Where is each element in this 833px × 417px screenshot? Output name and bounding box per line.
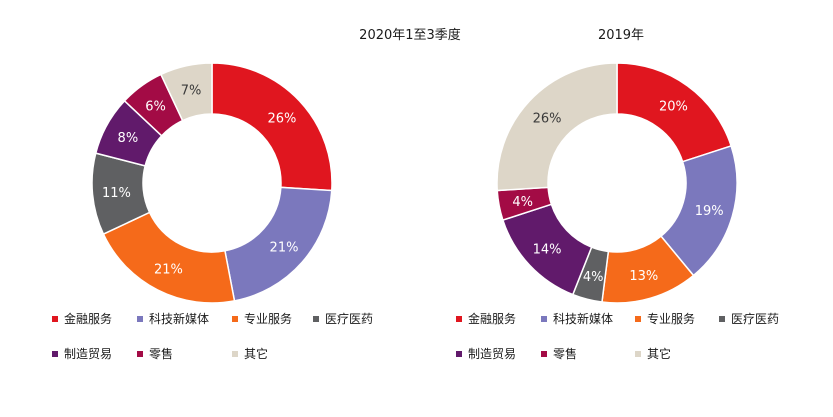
chart-panel-2019: 2019年 20% 19% 13% 4% 14% 4% 26% 金融服务 科技新媒体 专业服务医…: [416, 0, 832, 417]
data-label-5: 6%: [145, 99, 166, 114]
chart-title: 2020年1至3季度: [359, 28, 461, 43]
data-label-4: 14%: [533, 243, 562, 258]
data-label-2: 21%: [154, 263, 183, 278]
data-label-6: 7%: [181, 83, 202, 98]
data-label-1: 19%: [695, 204, 724, 219]
donut-slice-2: [102, 211, 236, 304]
data-label-3: 11%: [102, 186, 131, 201]
data-label-0: 20%: [659, 99, 688, 114]
data-label-2: 13%: [629, 269, 658, 284]
donut-slice-0: [211, 62, 333, 192]
chart-panel-2020: 2020年1至3季度 26% 21% 21% 11% 8% 6% 7% 金融服务 科技新媒体专…: [0, 0, 461, 417]
donut-chart-2019: 20% 19% 13% 4% 14% 4% 26%: [496, 62, 738, 304]
data-label-5: 4%: [512, 195, 533, 210]
data-label-0: 26%: [268, 111, 297, 126]
donut-slice-6: [159, 62, 213, 122]
donut-chart-2020: 26% 21% 21% 11% 8% 6% 7%: [91, 62, 333, 304]
data-label-3: 4%: [583, 270, 604, 285]
data-label-1: 21%: [270, 240, 299, 255]
data-label-4: 8%: [118, 131, 139, 146]
donut-slice-6: [496, 62, 618, 192]
chart-title: 2019年: [597, 28, 645, 43]
data-label-6: 26%: [533, 111, 562, 126]
